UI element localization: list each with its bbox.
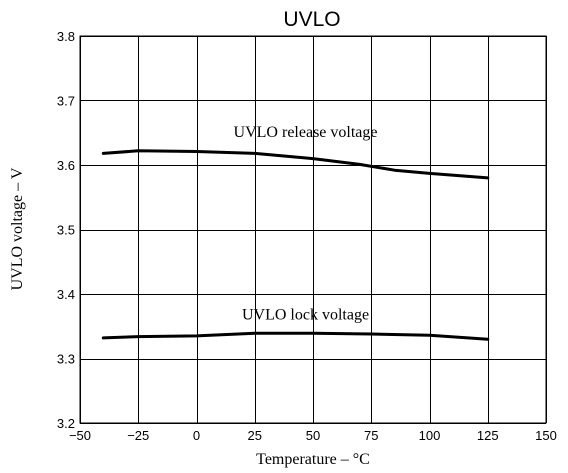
- chart-title: UVLO: [283, 8, 340, 31]
- y-tick-label: 3.8: [57, 29, 75, 44]
- x-tick-label: 50: [306, 428, 320, 443]
- series-label-1: UVLO lock voltage: [242, 306, 369, 323]
- x-axis-label: Temperature – °C: [256, 451, 370, 468]
- y-tick-label: 3.4: [57, 287, 75, 302]
- grid-lines: [80, 36, 547, 424]
- series-line-1: [101, 331, 490, 341]
- series-label-0: UVLO release voltage: [234, 124, 378, 141]
- x-tick-label: 0: [193, 428, 200, 443]
- x-tick-label: 100: [419, 428, 441, 443]
- y-tick-label: 3.7: [57, 94, 75, 109]
- y-tick-label: 3.5: [57, 223, 75, 238]
- y-tick-label: 3.3: [57, 352, 75, 367]
- x-tick-label: 125: [477, 428, 499, 443]
- x-tick-label: 75: [364, 428, 378, 443]
- x-tick-label: 25: [248, 428, 262, 443]
- tick-labels: −50 −25 0 25 50 75 100 125 150 3.2 3.3 3.4 3.5 3.6 3.7…: [57, 29, 557, 443]
- y-tick-label: 3.6: [57, 158, 75, 173]
- plot-frame: [79, 35, 547, 424]
- x-tick-label: 150: [535, 428, 557, 443]
- x-tick-label: −50: [69, 428, 91, 443]
- series-line-0: [101, 149, 490, 180]
- y-tick-label: 3.2: [57, 416, 75, 431]
- series-layer: UVLO release voltage UVLO lock voltage: [101, 124, 490, 341]
- x-tick-label: −25: [127, 428, 149, 443]
- y-axis-label: UVLO voltage – V: [9, 167, 26, 290]
